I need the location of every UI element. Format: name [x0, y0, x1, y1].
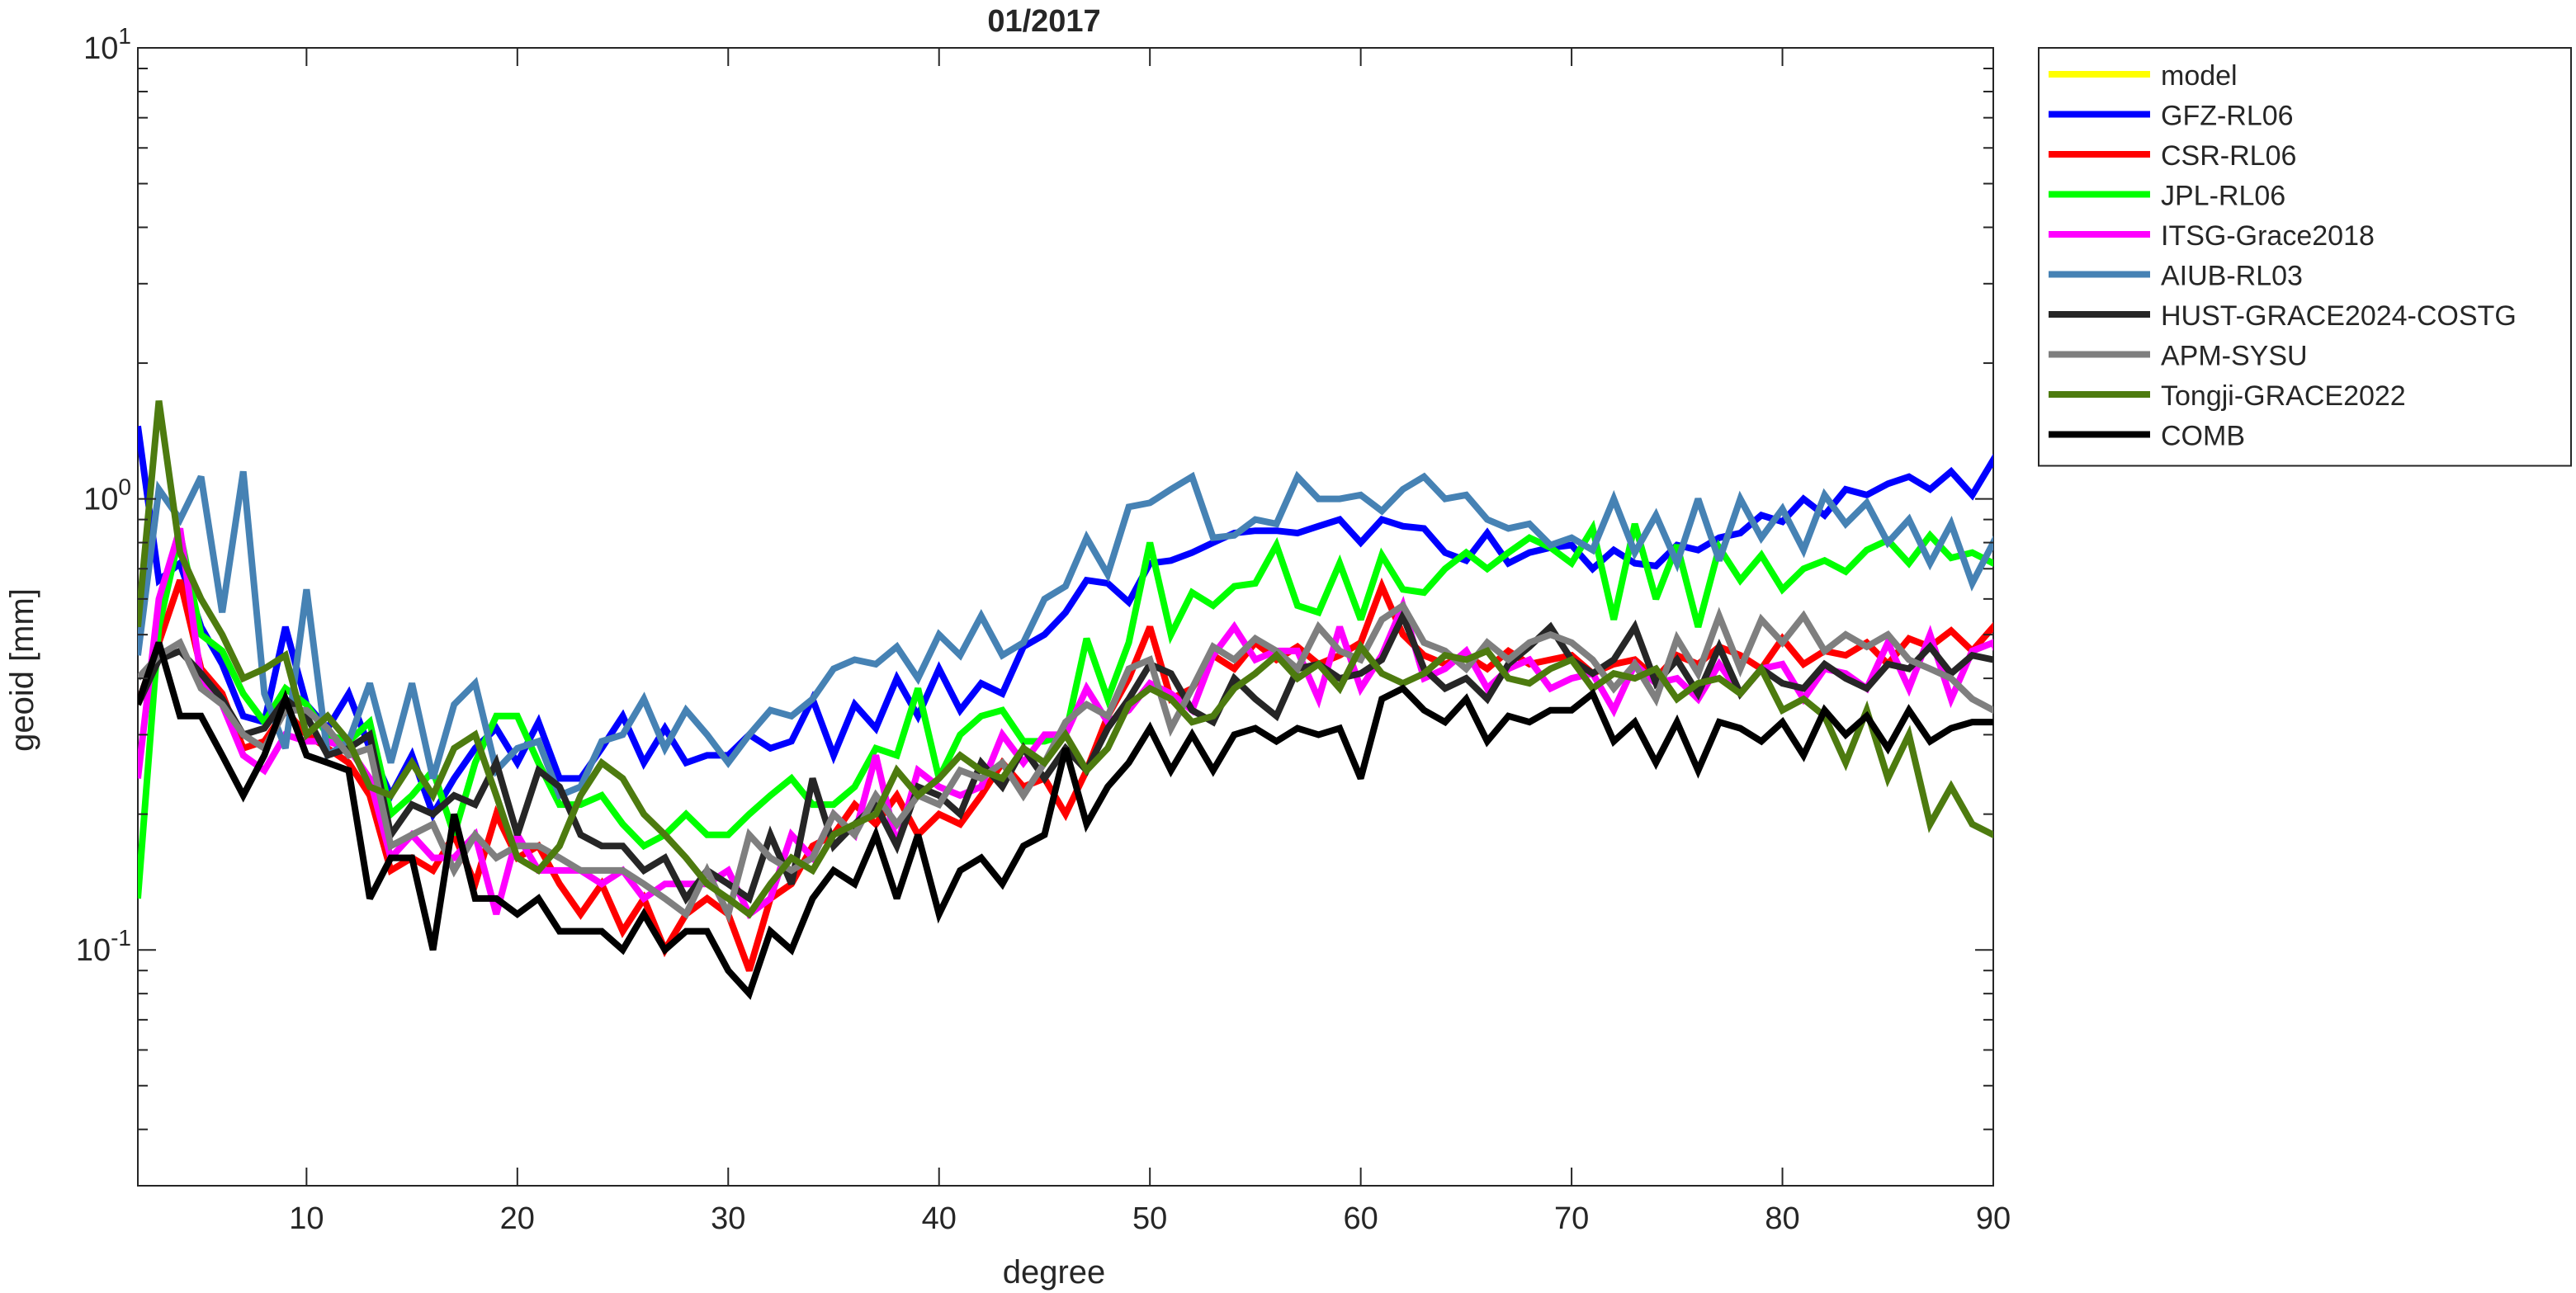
legend-label: COMB — [2161, 421, 2245, 452]
series-line-tongji-grace2022 — [138, 400, 1993, 919]
series-line-aiub-rl03 — [138, 470, 1993, 800]
legend-label: JPL-RL06 — [2161, 181, 2285, 212]
legend-label: AIUB-RL03 — [2161, 261, 2303, 292]
legend-label: GFZ-RL06 — [2161, 101, 2294, 132]
series-lines — [138, 400, 1993, 1000]
x-tick-label: 50 — [1132, 1201, 1167, 1236]
x-tick-label: 30 — [711, 1201, 745, 1236]
legend: model GFZ-RL06 CSR-RL06 JPL-RL06 ITSG-Grace2… — [2038, 47, 2572, 467]
x-tick-label: 80 — [1765, 1201, 1799, 1236]
plot-area: 10 20 30 40 50 60 70 80 90 10-1 100 101 — [76, 23, 2011, 1236]
y-tick-label: 100 — [83, 474, 131, 517]
x-tick-label: 60 — [1343, 1201, 1378, 1236]
legend-label: ITSG-Grace2018 — [2161, 220, 2375, 252]
x-tick-label: 10 — [289, 1201, 324, 1236]
series-line-itsg-grace2018 — [138, 527, 1993, 919]
chart-title: 01/2017 — [987, 4, 1100, 39]
y-tick-label: 101 — [83, 23, 131, 66]
y-axis-label: geoid [mm] — [4, 588, 40, 752]
series-line-apm-sysu — [138, 601, 1993, 924]
x-tick-label: 90 — [1976, 1201, 2011, 1236]
x-tick-label: 70 — [1554, 1201, 1589, 1236]
series-line-comb — [138, 641, 1993, 1000]
legend-label: APM-SYSU — [2161, 341, 2308, 372]
y-tick-label: 10-1 — [76, 925, 131, 968]
legend-label: model — [2161, 60, 2238, 92]
legend-label: CSR-RL06 — [2161, 140, 2296, 172]
legend-label: Tongji-GRACE2022 — [2161, 380, 2406, 412]
series-line-gfz-rl06 — [138, 425, 1993, 823]
legend-label: HUST-GRACE2024-COSTG — [2161, 300, 2517, 332]
x-axis-label: degree — [1003, 1254, 1106, 1291]
x-tick-label: 20 — [500, 1201, 535, 1236]
x-tick-label: 40 — [922, 1201, 957, 1236]
